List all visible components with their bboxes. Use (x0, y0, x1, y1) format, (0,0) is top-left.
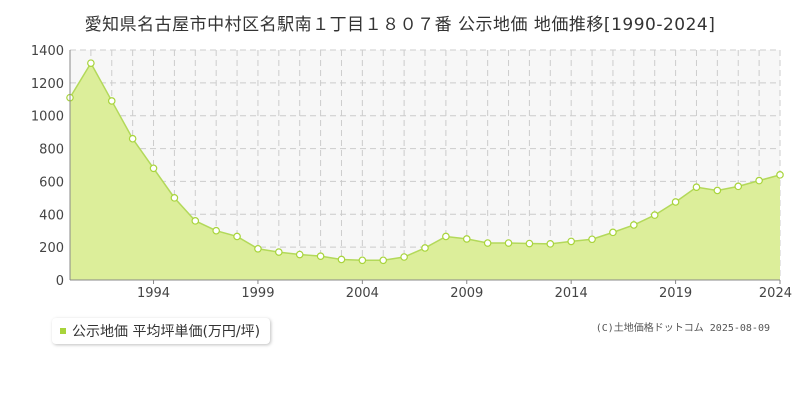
data-point-2014 (567, 237, 575, 246)
data-point-2023 (755, 176, 763, 185)
data-point-2016 (609, 228, 617, 237)
data-point-2018 (650, 211, 659, 219)
series-area (70, 63, 780, 281)
x-tick-label: 2014 (555, 286, 588, 301)
data-point-2012 (525, 239, 534, 248)
y-tick-label: 400 (39, 208, 64, 223)
data-point-2004 (358, 256, 367, 265)
y-tick-label: 800 (39, 143, 64, 158)
x-tick-label: 1999 (241, 286, 274, 301)
x-tick-label: 2004 (346, 286, 379, 301)
data-point-2005 (379, 256, 388, 265)
data-point-2020 (692, 183, 701, 191)
copyright-text: (C)土地価格ドットコム 2025-08-09 (595, 323, 770, 334)
data-point-2024 (776, 171, 784, 179)
data-point-2003 (337, 255, 346, 264)
data-point-2011 (504, 239, 513, 247)
data-point-2010 (483, 239, 492, 247)
legend-label: 公示地価 平均坪単価(万円/坪) (72, 324, 261, 340)
data-point-2007 (421, 244, 429, 252)
data-point-2022 (734, 182, 743, 191)
x-tick-labels: 1994 1999 2004 2009 2014 2019 2024 (137, 280, 792, 301)
data-point-2015 (588, 235, 596, 244)
data-point-1997 (212, 226, 220, 235)
data-point-1998 (233, 232, 241, 241)
data-point-2013 (546, 240, 555, 248)
series-markers (66, 59, 784, 265)
data-point-2006 (400, 253, 408, 261)
x-tick-label: 2009 (450, 286, 483, 301)
y-tick-label: 1000 (31, 110, 64, 125)
y-tick-labels: 0 200 400 600 800 1000 1200 1400 (31, 44, 64, 289)
x-tick-label: 1994 (137, 286, 170, 301)
data-point-2002 (316, 252, 325, 260)
y-tick-label: 1200 (31, 77, 64, 92)
data-point-2000 (275, 248, 283, 256)
data-point-2019 (671, 198, 680, 206)
y-tick-label: 600 (39, 175, 64, 190)
chart-title: 愛知県名古屋市中村区名駅南１丁目１８０７番 公示地価 地価推移[1990-202… (84, 15, 716, 35)
data-point-2017 (630, 221, 638, 229)
data-point-2008 (442, 232, 450, 241)
data-point-1991 (87, 59, 95, 67)
data-point-1992 (107, 97, 116, 105)
data-point-1996 (191, 217, 200, 225)
data-point-1993 (128, 134, 137, 143)
data-point-1999 (254, 244, 262, 253)
data-point-1995 (170, 194, 179, 202)
data-point-2009 (462, 235, 471, 243)
y-tick-label: 200 (39, 241, 64, 256)
data-point-2001 (295, 250, 304, 259)
x-tick-label: 2024 (759, 286, 792, 301)
legend: 公示地価 平均坪単価(万円/坪) (52, 318, 271, 344)
legend-swatch (60, 328, 66, 334)
y-tick-label: 1400 (31, 44, 64, 59)
data-point-1994 (149, 164, 158, 173)
data-point-2021 (713, 186, 722, 195)
y-tick-label: 0 (56, 274, 64, 289)
x-tick-label: 2019 (659, 286, 692, 301)
